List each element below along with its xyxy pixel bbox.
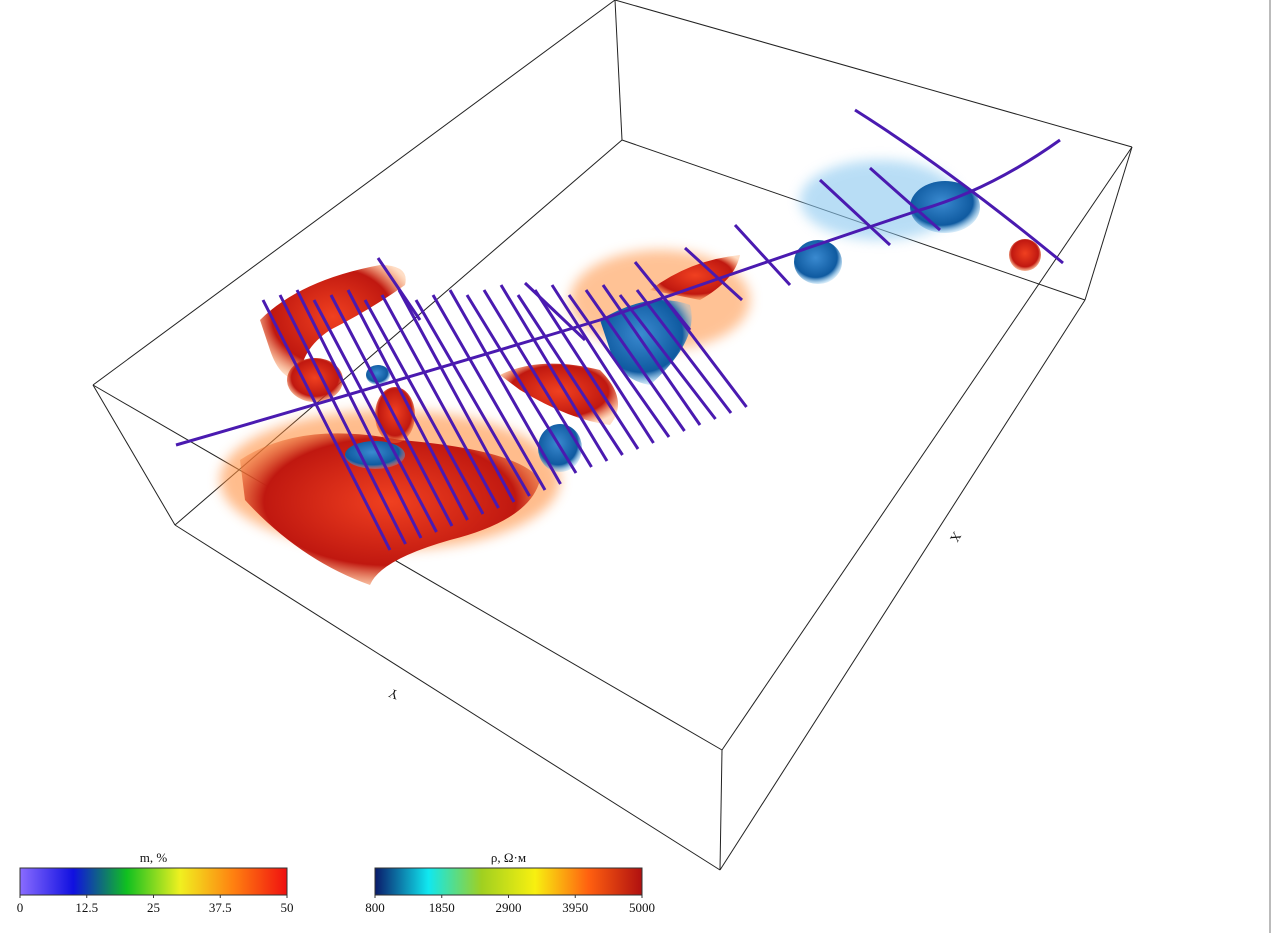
colorbar-title: m, % — [140, 850, 168, 865]
colorbar-title: ρ, Ω·м — [491, 850, 526, 865]
y-axis-label: Y — [386, 685, 401, 703]
colorbar-tick-label: 3950 — [562, 900, 588, 915]
colorbar-tick-label: 800 — [365, 900, 385, 915]
x-axis-label: X — [947, 529, 965, 545]
survey-lines — [175, 108, 1064, 551]
colorbar-tick-label: 25 — [147, 900, 160, 915]
colorbar-tick-label: 2900 — [496, 900, 522, 915]
colorbar — [374, 867, 643, 896]
bounding-box — [92, 0, 1133, 871]
colorbar-tick-label: 0 — [17, 900, 24, 915]
colorbar-tick-label: 5000 — [629, 900, 655, 915]
anomaly-bodies — [220, 160, 1041, 585]
colorbar-tick-label: 50 — [281, 900, 294, 915]
colorbar — [19, 867, 288, 896]
colorbar-tick-label: 1850 — [429, 900, 455, 915]
colorbar-tick-label: 37.5 — [209, 900, 232, 915]
colorbars: m, % 0 12.5 25 37.5 50 ρ, Ω·м 800 1850 2900 3950 50… — [17, 850, 655, 915]
colorbar-tick-label: 12.5 — [75, 900, 98, 915]
